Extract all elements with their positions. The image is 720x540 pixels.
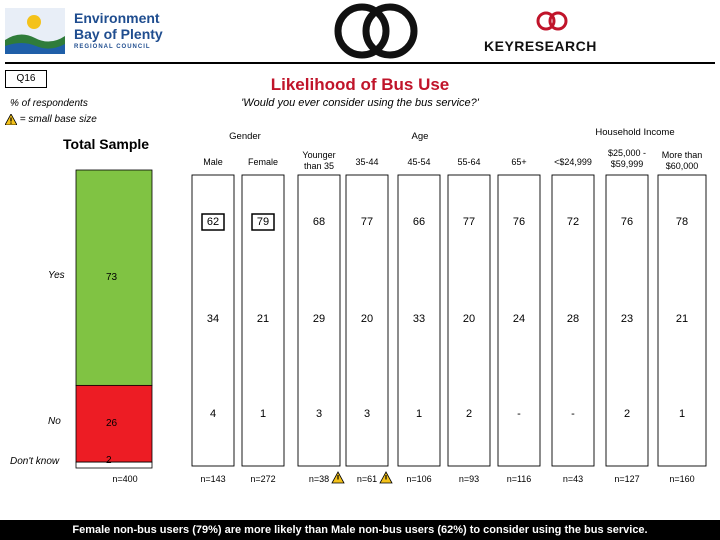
small-base-text: = small base size (19, 114, 97, 126)
column-header-2: Younger than 35 (302, 150, 336, 171)
highlight-box-0 (201, 213, 225, 231)
highlight-box-1 (251, 213, 275, 231)
small-base-warning-icon-2 (331, 471, 345, 484)
header-divider (5, 62, 715, 64)
column-header-1: Female (247, 157, 278, 167)
column-box-6 (497, 174, 541, 467)
chart-area (75, 169, 707, 484)
brand-name: KEYRESEARCH (484, 38, 597, 54)
cell-yes-7: 72 (566, 216, 580, 228)
column-header-9: More than $60,000 (661, 150, 703, 171)
column-box-8 (605, 174, 649, 467)
environment-logo-icon (5, 8, 65, 54)
org-name-line3: REGIONAL COUNCIL (74, 44, 151, 50)
column-box-3 (345, 174, 389, 467)
group-header-age: Age (411, 131, 429, 142)
environment-bay-of-plenty-logo: Environment Bay of Plenty REGIONAL COUNC… (0, 0, 165, 62)
cell-no-1: 21 (256, 313, 270, 325)
cell-no-5: 20 (462, 313, 476, 325)
cell-no-9: 21 (675, 313, 689, 325)
cell-yes-3: 77 (360, 216, 374, 228)
cell-no-6: 24 (512, 313, 526, 325)
column-header-7: <$24,999 (554, 157, 592, 167)
n-label-7: n=43 (562, 474, 584, 484)
cell-don-t-know-6: - (517, 408, 521, 420)
cell-don-t-know-5: 2 (465, 408, 473, 420)
n-label-4: n=106 (406, 474, 432, 484)
base-note: % of respondents (10, 98, 88, 109)
org-name-line2: Bay of Plenty (74, 26, 163, 42)
column-box-7 (551, 174, 595, 467)
cell-yes-1: 79 (256, 216, 270, 228)
n-label-5: n=93 (458, 474, 480, 484)
cell-don-t-know-8: 2 (623, 408, 631, 420)
cell-don-t-know-7: - (571, 408, 575, 420)
warning-icon (5, 114, 17, 125)
cell-don-t-know-2: 3 (315, 408, 323, 420)
row-label-no: No (48, 416, 61, 427)
small-base-legend: = small base size (5, 114, 97, 125)
n-label-3: n=61 (356, 474, 378, 484)
cell-yes-5: 77 (462, 216, 476, 228)
cell-yes-8: 76 (620, 216, 634, 228)
chart-subtitle: 'Would you ever consider using the bus s… (241, 97, 479, 109)
n-label-2: n=38 (308, 474, 330, 484)
group-header-income: Household Income (595, 127, 675, 138)
total-bar-dont-know (75, 461, 153, 469)
question-code: Q16 (5, 70, 47, 88)
cell-no-3: 20 (360, 313, 374, 325)
cell-yes-4: 66 (412, 216, 426, 228)
cell-don-t-know-3: 3 (363, 408, 371, 420)
chart-title: Likelihood of Bus Use (270, 75, 450, 94)
column-box-2 (297, 174, 341, 467)
cell-don-t-know-9: 1 (678, 408, 686, 420)
cell-don-t-know-4: 1 (415, 408, 423, 420)
column-box-9 (657, 174, 707, 467)
cell-no-4: 33 (412, 313, 426, 325)
column-header-6: 65+ (511, 157, 527, 167)
cell-no-0: 34 (206, 313, 220, 325)
n-label-1: n=272 (250, 474, 276, 484)
column-box-5 (447, 174, 491, 467)
column-header-0: Male (203, 157, 223, 167)
footer-insight: Female non-bus users (79%) are more like… (0, 520, 720, 540)
n-label-6: n=116 (506, 474, 532, 484)
column-header-8: $25,000 - $59,999 (607, 148, 647, 169)
keyresearch-logo (334, 3, 568, 59)
cell-don-t-know-1: 1 (259, 408, 267, 420)
total-n-label: n=400 (112, 474, 138, 484)
cell-yes-0: 62 (206, 216, 220, 228)
cell-yes-2: 68 (312, 216, 326, 228)
total-yes-value: 73 (106, 271, 118, 283)
cell-no-7: 28 (566, 313, 580, 325)
row-label-dont-know: Don't know (10, 456, 60, 467)
small-base-warning-icon-3 (379, 471, 393, 484)
cell-no-8: 23 (620, 313, 634, 325)
column-box-4 (397, 174, 441, 467)
cell-no-2: 29 (312, 313, 326, 325)
total-bar-yes (75, 169, 153, 386)
n-label-8: n=127 (614, 474, 640, 484)
column-box-0 (191, 174, 235, 467)
org-name-line1: Environment (74, 10, 160, 26)
column-header-5: 55-64 (457, 157, 481, 167)
n-label-9: n=160 (669, 474, 695, 484)
total-dont-know-value: 2 (106, 455, 112, 467)
row-label-yes: Yes (48, 270, 65, 281)
cell-yes-9: 78 (675, 216, 689, 228)
column-header-3: 35-44 (355, 157, 379, 167)
column-header-4: 45-54 (407, 157, 431, 167)
n-label-0: n=143 (200, 474, 226, 484)
total-sample-label: Total Sample (63, 136, 150, 152)
group-header-gender: Gender (229, 131, 261, 142)
cell-yes-6: 76 (512, 216, 526, 228)
total-no-value: 26 (106, 417, 118, 429)
cell-don-t-know-0: 4 (209, 408, 217, 420)
column-box-1 (241, 174, 285, 467)
